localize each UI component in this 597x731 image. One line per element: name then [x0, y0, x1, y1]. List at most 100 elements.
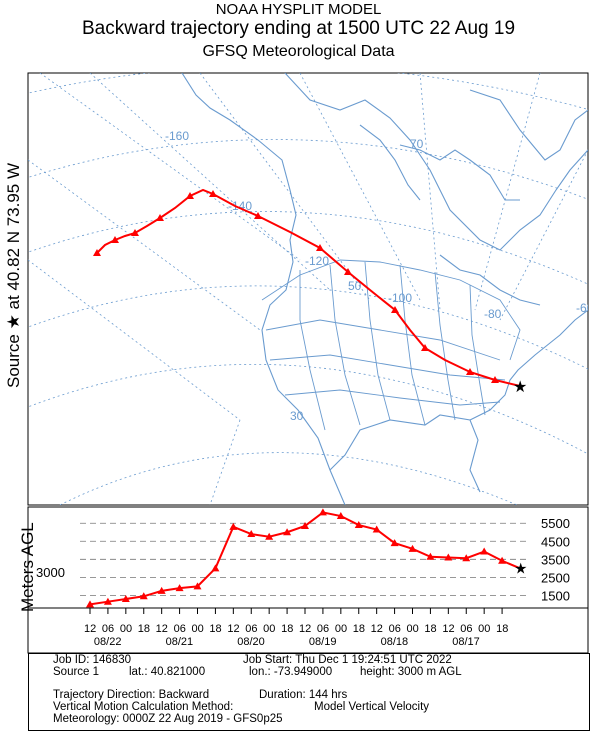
job-id: Job ID: 146830: [53, 654, 132, 666]
source-id: Source 1: [53, 666, 100, 678]
vertical-method-value: Model Vertical Velocity: [314, 701, 430, 713]
hour-tick-label: 12: [299, 623, 311, 635]
date-tick-label: 08/19: [309, 636, 337, 648]
hour-tick-label: 00: [335, 623, 347, 635]
hour-tick-label: 12: [371, 623, 383, 635]
time-axis: 12 06 00 18 12 06 00 18 12 06 00 18 12 06 00 18 12 06 00 18…: [27, 607, 589, 654]
date-tick-label: 08/18: [381, 636, 409, 648]
altitude-marker: [462, 554, 471, 562]
lat-label-50: 50: [348, 279, 362, 293]
date-tick-labels: 08/22 08/21 08/20 08/19 08/18 08/17: [94, 636, 480, 648]
date-tick-label: 08/20: [237, 636, 265, 648]
lon-label-140: -140: [228, 199, 252, 213]
altitude-marker: [86, 600, 94, 608]
altitude-marker: [390, 539, 399, 547]
altitude-source-star-icon: ★: [514, 560, 527, 577]
altitude-marker: [157, 586, 166, 594]
source-height-label: 3000: [36, 565, 65, 580]
altitude-marker: [229, 522, 238, 530]
altitude-marker: [318, 508, 327, 516]
altitude-marker: [265, 532, 274, 540]
hour-tick-label: 18: [496, 623, 508, 635]
hour-tick-label: 18: [209, 623, 221, 635]
source-height: height: 3000 m AGL: [360, 666, 462, 678]
hour-tick-label: 00: [263, 623, 275, 635]
altitude-marker: [139, 592, 148, 600]
hour-tick-label: 00: [478, 623, 490, 635]
trajectory-title: Backward trajectory ending at 1500 UTC 2…: [81, 18, 516, 39]
altitude-marker: [301, 521, 309, 529]
map-marker: [466, 368, 474, 375]
source-lon: lon.: -73.949000: [249, 666, 333, 678]
map-marker: [93, 249, 101, 256]
duration: Duration: 144 hrs: [259, 689, 348, 701]
job-start: Job Start: Thu Dec 1 19:24:51 UTC 2022: [243, 654, 452, 666]
hour-tick-label: 00: [407, 623, 419, 635]
met-data-title: GFSQ Meteorological Data: [202, 43, 395, 60]
altitude-tick-label: 2500: [541, 570, 570, 585]
map-marker: [186, 192, 194, 199]
altitude-frame: [27, 506, 589, 609]
altitude-marker: [444, 553, 453, 561]
hour-tick-label: 18: [424, 623, 436, 635]
hour-tick-label: 12: [156, 623, 168, 635]
vertical-method-label: Vertical Motion Calculation Method:: [53, 701, 234, 713]
altitude-marker: [336, 512, 345, 520]
map-marker: [111, 236, 119, 243]
map-marker: [491, 376, 499, 383]
map-marker: [316, 244, 324, 251]
lon-label-60: -60: [576, 301, 594, 315]
hour-tick-label: 00: [120, 623, 132, 635]
altitude-marker: [354, 521, 363, 529]
altitude-marker: [247, 530, 256, 538]
map-marker: [254, 212, 262, 219]
altitude-markers: [86, 508, 507, 608]
coastlines: [181, 73, 588, 505]
hour-tick-label: 18: [353, 623, 365, 635]
model-title: NOAA HYSPLIT MODEL: [215, 1, 382, 18]
hour-tick-label: 06: [389, 623, 401, 635]
altitude-tick-label: 1500: [541, 588, 570, 603]
lon-label-80: -80: [484, 307, 502, 321]
altitude-marker: [211, 564, 220, 572]
hour-tick-label: 06: [317, 623, 329, 635]
altitude-marker: [408, 544, 417, 552]
altitude-marker: [426, 552, 435, 560]
hour-tick-label: 12: [84, 623, 96, 635]
altitude-tick-labels: 1500 2500 3500 4500 5500: [541, 516, 570, 603]
meteorology: Meteorology: 0000Z 22 Aug 2019 - GFS0p25: [53, 713, 283, 725]
date-tick-label: 08/22: [94, 636, 122, 648]
source-lat: lat.: 40.821000: [129, 666, 206, 678]
hour-tick-label: 06: [102, 623, 114, 635]
map-marker: [131, 229, 139, 236]
lon-label-120: -120: [305, 254, 329, 268]
hour-tick-label: 12: [442, 623, 454, 635]
hour-tick-label: 18: [138, 623, 150, 635]
altitude-tick-label: 5500: [541, 516, 570, 531]
altitude-panel: 1500 2500 3500 4500 5500 3000 ★: [27, 506, 589, 609]
graticule: [28, 73, 588, 505]
altitude-marker: [175, 584, 184, 592]
altitude-tick-label: 3500: [541, 552, 570, 567]
lon-label-100: -100: [388, 291, 412, 305]
lon-label-160: -160: [165, 129, 189, 143]
run-info-box: Job ID: 146830 Job Start: Thu Dec 1 19:2…: [28, 653, 590, 731]
altitude-marker: [103, 597, 112, 605]
altitude-marker: [283, 528, 292, 536]
hour-tick-label: 06: [174, 623, 186, 635]
hour-tick-label: 12: [227, 623, 239, 635]
hour-tick-label: 00: [192, 623, 204, 635]
map-marker: [391, 306, 399, 313]
map-marker: [209, 190, 217, 197]
altitude-marker: [372, 525, 381, 533]
hour-tick-label: 18: [281, 623, 293, 635]
lat-label-70: 70: [410, 137, 424, 151]
map-marker: [421, 344, 429, 351]
lat-label-30: 30: [290, 409, 304, 423]
date-tick-label: 08/21: [166, 636, 194, 648]
map-marker: [344, 268, 352, 275]
boundaries: [261, 259, 521, 431]
source-star-icon: ★: [513, 379, 527, 396]
hour-tick-label: 06: [245, 623, 257, 635]
